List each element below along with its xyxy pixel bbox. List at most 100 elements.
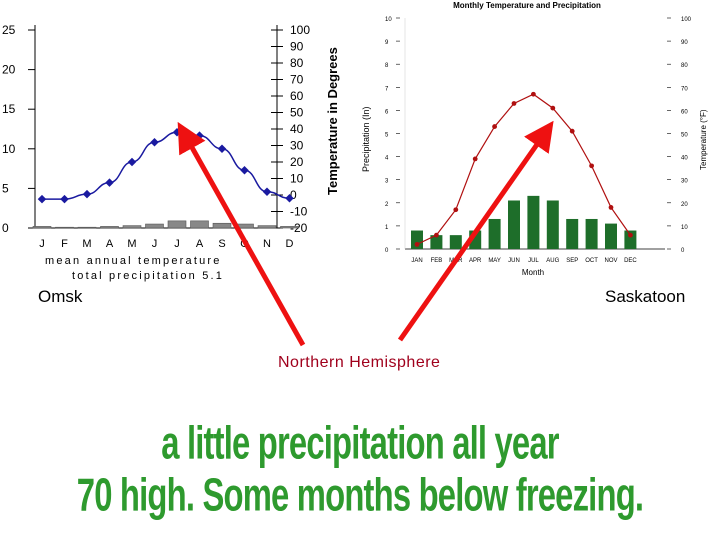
omsk-annotation-temp: mean annual temperature — [45, 255, 222, 267]
saskatoon-month-label: DEC — [624, 258, 637, 264]
omsk-temperature-point — [217, 144, 227, 154]
saskatoon-left-tick-label: 6 — [385, 109, 389, 115]
saskatoon-right-tick-label: 30 — [681, 179, 688, 185]
saskatoon-temperature-point — [608, 205, 614, 210]
saskatoon-right-tick-label: 40 — [681, 156, 688, 162]
saskatoon-ylabel-right: Temperature (°F) — [699, 109, 708, 170]
caption-line-1: a little precipitation all year — [161, 418, 559, 469]
omsk-left-tick-label: 5 — [2, 181, 9, 195]
omsk-temperature-point — [172, 128, 182, 137]
saskatoon-temperature-point — [511, 101, 517, 106]
saskatoon-left-tick-label: 4 — [385, 156, 389, 162]
omsk-month-label: F — [61, 238, 68, 250]
saskatoon-temperature-point — [472, 156, 478, 162]
omsk-precip-bar — [257, 225, 277, 229]
omsk-temperature-point — [195, 131, 204, 140]
omsk-precip-bar — [190, 220, 209, 229]
omsk-temperature-point — [150, 137, 159, 147]
omsk-precip-bar — [77, 226, 97, 229]
arrow-to-saskatoon-peak — [397, 120, 554, 342]
saskatoon-precip-bar — [624, 230, 637, 249]
saskatoon-left-tick-label: 7 — [385, 86, 389, 92]
omsk-month-label: A — [106, 238, 114, 250]
omsk-month-label: M — [82, 238, 91, 250]
omsk-right-tick-label: -10 — [290, 205, 308, 219]
saskatoon-temperature-point — [589, 163, 594, 169]
saskatoon-right-tick-label: 10 — [681, 225, 688, 231]
omsk-temperature-point — [37, 194, 47, 204]
saskatoon-temperature-point — [453, 207, 459, 213]
saskatoon-left-tick-label: 3 — [385, 179, 389, 185]
saskatoon-temperature-point — [628, 232, 633, 238]
omsk-right-tick-label: 50 — [290, 106, 304, 120]
omsk-precip-bar — [280, 226, 299, 229]
saskatoon-right-tick-label: 50 — [681, 133, 688, 139]
saskatoon-left-tick-label: 8 — [385, 63, 389, 69]
saskatoon-temperature-point — [550, 105, 556, 111]
omsk-right-tick-label: 30 — [290, 139, 304, 153]
omsk-right-tick-label: -20 — [290, 221, 308, 235]
saskatoon-left-tick-label: 1 — [385, 225, 389, 231]
omsk-precip-bars — [32, 220, 299, 229]
saskatoon-precip-bar — [585, 218, 598, 249]
saskatoon-right-tick-labels: 0 10 20 30 40 50 60 70 80 90 100 — [667, 17, 692, 254]
saskatoon-left-tick-label: 10 — [385, 17, 392, 23]
omsk-right-tick-label: 80 — [290, 56, 304, 70]
saskatoon-month-label: JUN — [508, 258, 520, 264]
saskatoon-right-tick-label: 0 — [681, 248, 685, 254]
saskatoon-precip-bar — [430, 235, 443, 249]
omsk-month-labels: JFMAMJJASOND — [39, 238, 293, 250]
saskatoon-precip-bar — [546, 200, 559, 249]
omsk-temperature-points — [37, 128, 294, 204]
saskatoon-left-tick-label: 0 — [385, 248, 389, 254]
omsk-left-tick-label: 10 — [2, 142, 16, 156]
omsk-precip-bar — [100, 226, 119, 229]
omsk-precip-bar — [55, 226, 74, 229]
saskatoon-month-label: JUL — [528, 258, 539, 264]
omsk-precip-bar — [167, 220, 187, 229]
saskatoon-temperature-point — [569, 128, 575, 134]
saskatoon-precip-bar — [508, 200, 520, 249]
omsk-right-tick-label: 100 — [290, 23, 310, 37]
saskatoon-precip-bar — [488, 218, 501, 249]
saskatoon-month-label: FEB — [431, 258, 443, 264]
saskatoon-left-tick-label: 9 — [385, 40, 389, 46]
saskatoon-right-tick-label: 60 — [681, 109, 688, 115]
saskatoon-right-tick-label: 70 — [681, 86, 688, 92]
saskatoon-right-tick-label: 100 — [681, 17, 692, 23]
omsk-month-label: J — [152, 238, 158, 250]
saskatoon-temperature-point — [414, 241, 420, 247]
saskatoon-temperature-point — [434, 232, 439, 238]
saskatoon-month-label: SEP — [566, 258, 578, 264]
omsk-left-tick-label: 0 — [2, 221, 9, 235]
saskatoon-precip-bar — [566, 218, 579, 249]
omsk-temperature-point — [127, 157, 137, 167]
saskatoon-left-tick-labels: 0 1 2 3 4 5 6 7 8 9 10 — [385, 17, 400, 254]
saskatoon-left-tick-label: 5 — [385, 133, 389, 139]
saskatoon-precip-bars — [411, 195, 637, 249]
omsk-left-tick-label: 20 — [2, 63, 16, 77]
omsk-temperature-point — [82, 189, 92, 199]
omsk-temperature-point — [60, 194, 69, 204]
omsk-left-tick-labels: 0 5 10 15 20 25 — [2, 23, 35, 235]
saskatoon-left-tick-label: 2 — [385, 202, 389, 208]
omsk-precip-bar — [145, 223, 164, 229]
saskatoon-precip-bar — [527, 195, 540, 249]
saskatoon-month-label: NOV — [604, 258, 617, 264]
omsk-right-tick-label: 60 — [290, 89, 304, 103]
saskatoon-temperature-points — [414, 91, 633, 247]
saskatoon-temperature-point — [531, 91, 536, 97]
omsk-right-tick-label: 90 — [290, 40, 304, 54]
omsk-month-label: A — [196, 238, 204, 250]
saskatoon-precip-bar — [449, 235, 462, 249]
omsk-precip-bar — [122, 225, 142, 229]
saskatoon-precip-bar — [411, 230, 423, 249]
omsk-temperature-line — [41, 131, 290, 200]
saskatoon-month-label: MAY — [488, 258, 501, 264]
omsk-month-label: N — [263, 238, 271, 250]
omsk-left-tick-label: 25 — [2, 23, 16, 37]
omsk-right-tick-label: 40 — [290, 122, 304, 136]
omsk-month-label: S — [218, 238, 225, 250]
